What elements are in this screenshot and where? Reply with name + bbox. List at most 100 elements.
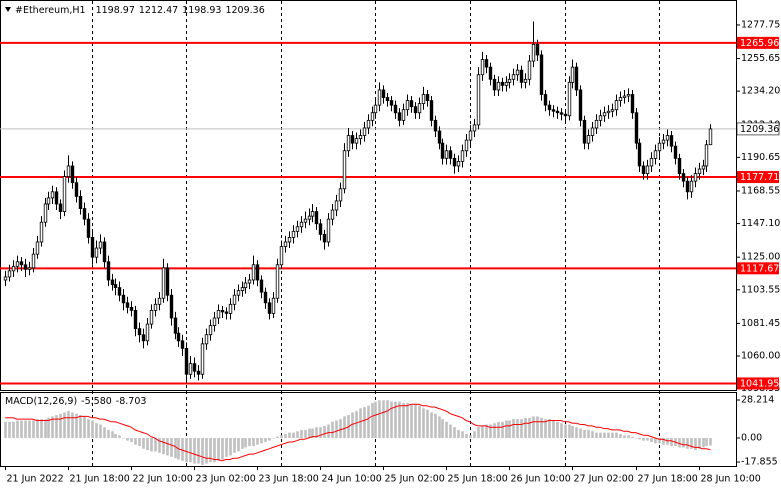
candle-body — [653, 150, 658, 159]
candle-body — [468, 130, 473, 141]
macd-bar — [154, 437, 157, 452]
candle-body — [326, 218, 331, 243]
candle-body — [15, 261, 20, 267]
candle-body — [701, 165, 706, 170]
candle-body — [318, 223, 323, 235]
macd-bar — [217, 437, 220, 461]
macd-bar — [682, 437, 685, 448]
macd-bar — [304, 429, 307, 438]
macd-bar — [568, 424, 571, 438]
macd-bar — [461, 431, 464, 438]
macd-bar — [548, 419, 551, 438]
macd-bar — [666, 437, 669, 445]
candle-body — [106, 261, 111, 281]
macd-bar — [225, 437, 228, 457]
candle-body — [23, 264, 28, 270]
macd-bar — [111, 431, 114, 438]
candle-body — [433, 119, 438, 132]
candle-body — [330, 209, 335, 220]
candle-body — [74, 182, 79, 197]
price-label-box — [736, 122, 780, 136]
candle-body — [102, 241, 107, 263]
macd-bar — [528, 417, 531, 438]
macd-bar — [441, 419, 444, 438]
candle-body — [622, 95, 627, 98]
y-tick-label: 1168.55 — [741, 185, 780, 196]
candle-body — [452, 157, 457, 167]
macd-bar — [690, 437, 693, 449]
candle-body — [50, 191, 55, 199]
macd-title: MACD(12,26,9) — [5, 396, 77, 407]
candle-body — [141, 334, 146, 342]
candle-body — [602, 112, 607, 117]
candle-body — [133, 309, 138, 330]
macd-bar — [607, 432, 610, 438]
candle-body — [704, 144, 709, 167]
macd-bar — [126, 437, 129, 441]
candle-body — [614, 100, 619, 111]
macd-bar — [709, 437, 712, 446]
x-tick-label: 23 Jun 02:00 — [196, 474, 256, 485]
macd-bar — [87, 419, 90, 438]
candle-body — [224, 311, 229, 314]
macd-bar — [473, 431, 476, 438]
header-ohlc: 1209.36 — [225, 5, 264, 16]
candle-body — [299, 221, 304, 228]
macd-bar — [658, 437, 661, 444]
candle-body — [125, 302, 130, 308]
macd-bar — [390, 401, 393, 438]
candle-body — [110, 279, 115, 285]
macd-bar — [382, 400, 385, 438]
macd-bar — [292, 432, 295, 438]
candle-body — [437, 130, 442, 144]
level-label: 1265.96 — [740, 38, 779, 49]
candle-body — [673, 145, 678, 159]
macd-bar — [485, 424, 488, 438]
candle-body — [173, 317, 178, 334]
candle-body — [232, 294, 237, 305]
macd-bar — [331, 421, 334, 438]
macd-bar — [75, 413, 78, 438]
candle-body — [145, 323, 150, 342]
macd-bar — [564, 424, 567, 438]
candle-body — [19, 261, 24, 266]
macd-header: MACD(12,26,9) -5.580 -8.703 — [5, 396, 146, 407]
macd-bar — [268, 437, 271, 441]
candle-body — [500, 81, 505, 86]
macd-bar — [174, 437, 177, 459]
candle-body — [314, 211, 319, 225]
candle-body — [531, 43, 536, 62]
macd-bar — [272, 437, 275, 439]
macd-bar — [520, 419, 523, 438]
macd-bar — [12, 421, 15, 438]
macd-bar — [351, 412, 354, 438]
macd-bar — [556, 421, 559, 438]
macd-bar — [698, 437, 701, 449]
macd-bar — [544, 419, 547, 438]
macd-bar — [579, 428, 582, 438]
macd-bar — [264, 437, 267, 443]
macd-bar — [426, 409, 429, 438]
macd-bar — [374, 401, 377, 438]
macd-bar — [402, 402, 405, 438]
macd-bar — [536, 416, 539, 438]
macd-bar — [91, 420, 94, 438]
candle-body — [641, 165, 646, 174]
level-label-box — [737, 171, 779, 184]
macd-bar — [465, 433, 468, 438]
candle-body — [377, 89, 382, 106]
candle-body — [665, 135, 670, 141]
macd-bar — [8, 421, 11, 438]
candle-body — [610, 109, 615, 112]
macd-bar — [327, 424, 330, 438]
y-tick-label: 1060.00 — [741, 351, 780, 362]
candle-body — [161, 267, 166, 299]
macd-bar — [185, 437, 188, 463]
candle-body — [689, 180, 694, 193]
candle-body — [192, 363, 197, 372]
macd-bar — [516, 419, 519, 438]
candle-body — [271, 297, 276, 314]
macd-y-tick-label: 28.214 — [741, 394, 774, 405]
macd-panel-border — [0, 392, 737, 467]
macd-bar — [16, 420, 19, 438]
